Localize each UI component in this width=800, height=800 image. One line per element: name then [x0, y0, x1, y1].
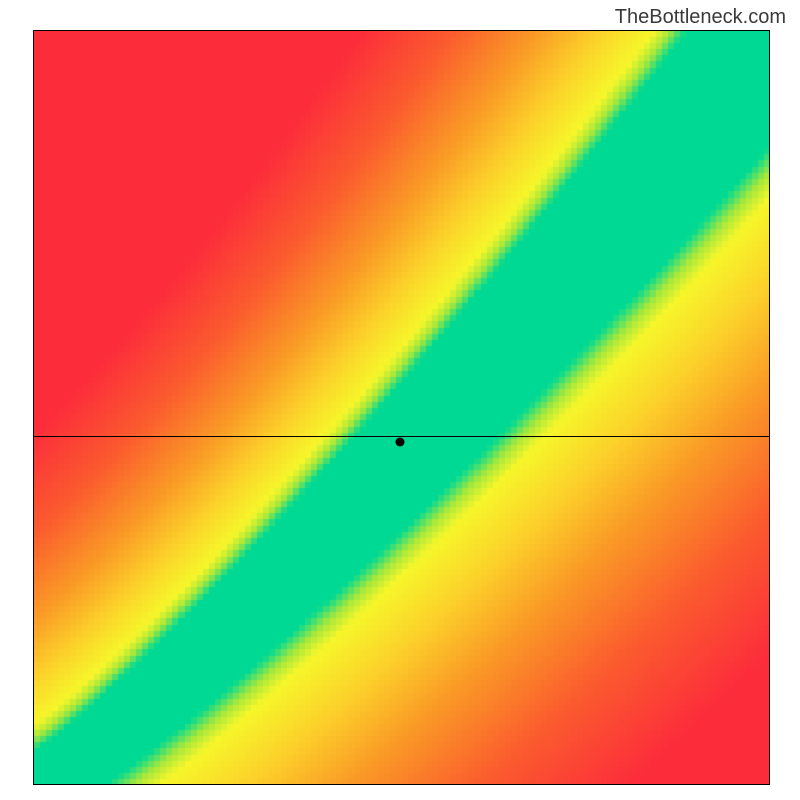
heatmap-canvas	[34, 31, 770, 785]
watermark-text: TheBottleneck.com	[615, 6, 786, 29]
crosshair-horizontal	[34, 436, 769, 437]
chart-area	[33, 30, 770, 785]
bottleneck-heatmap: { "watermark": { "text": "TheBottleneck.…	[0, 0, 800, 800]
operating-point-marker	[395, 438, 404, 447]
